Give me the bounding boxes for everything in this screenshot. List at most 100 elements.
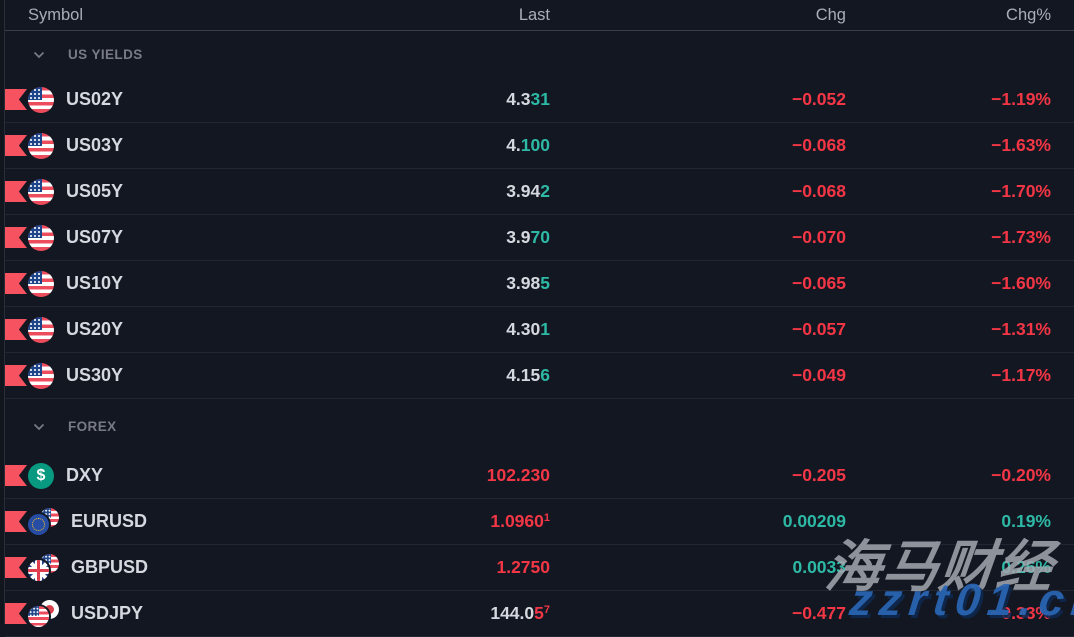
symbol-cell: $ DXY	[0, 462, 370, 489]
column-header-last[interactable]: Last	[518, 5, 550, 24]
us-flag-icon	[28, 132, 54, 159]
symbol-cell: US20Y	[0, 316, 370, 343]
section-label: US YIELDS	[68, 46, 143, 62]
symbol-row-us02y[interactable]: US02Y 4.331 −0.052 −1.19%	[0, 77, 1074, 123]
symbol-name: GBPUSD	[71, 557, 149, 577]
symbol-name: US10Y	[66, 273, 124, 293]
chg-value: −0.068	[791, 135, 846, 155]
us-flag-icon	[28, 178, 54, 205]
symbol-cell: US03Y	[0, 132, 370, 159]
symbol-name: US05Y	[66, 181, 124, 201]
chg-pct-value: −1.19%	[991, 89, 1051, 109]
chg-value: −0.070	[791, 227, 846, 247]
chg-value: 0.00209	[782, 511, 846, 531]
last-value: 3.985	[506, 273, 550, 293]
chg-pct-value: −1.60%	[991, 273, 1051, 293]
last-value: 4.156	[506, 365, 550, 385]
flagged-marker-icon[interactable]	[0, 135, 27, 156]
last-value: 4.100	[506, 135, 550, 155]
flagged-marker-icon[interactable]	[0, 603, 27, 624]
flagged-marker-icon[interactable]	[0, 227, 27, 248]
section-header-forex[interactable]: FOREX	[5, 399, 1074, 453]
panel-left-edge	[0, 0, 5, 624]
chg-pct-value: −1.31%	[991, 319, 1051, 339]
symbol-row-us30y[interactable]: US30Y 4.156 −0.049 −1.17%	[0, 353, 1074, 399]
symbol-name: US03Y	[66, 135, 124, 155]
symbol-name: USDJPY	[71, 603, 144, 623]
chg-value: −0.052	[791, 89, 846, 109]
symbol-row-gbpusd[interactable]: GBPUSD 1.2750 0.0033 0.26%	[0, 545, 1074, 591]
chg-pct-value: −1.70%	[991, 181, 1051, 201]
chg-value: −0.049	[791, 365, 846, 385]
symbol-row-us07y[interactable]: US07Y 3.970 −0.070 −1.73%	[0, 215, 1074, 261]
last-value: 144.057	[490, 603, 550, 623]
symbol-cell: US07Y	[0, 224, 370, 251]
chevron-down-icon[interactable]	[33, 423, 45, 431]
symbol-cell: US02Y	[0, 86, 370, 113]
chg-pct-value: −1.63%	[991, 135, 1051, 155]
section-header-us-yields[interactable]: US YIELDS	[5, 31, 1074, 77]
symbol-name: US07Y	[66, 227, 124, 247]
chg-pct-value: 0.26%	[1001, 557, 1051, 577]
column-header-chg[interactable]: Chg	[815, 5, 846, 24]
chg-value: −0.057	[791, 319, 846, 339]
us-flag-icon	[28, 316, 54, 343]
flagged-marker-icon[interactable]	[0, 319, 27, 340]
last-value: 4.331	[506, 89, 550, 109]
chg-pct-value: −0.33%	[991, 603, 1051, 623]
symbol-name: EURUSD	[71, 511, 148, 531]
flagged-marker-icon[interactable]	[0, 465, 27, 486]
symbol-cell: US30Y	[0, 362, 370, 389]
watchlist-body: US YIELDS US02Y 4.331 −0.052 −1.19% US03Y 4.10…	[0, 31, 1074, 637]
usd-index-icon: $	[28, 462, 54, 489]
us-flag-icon	[28, 270, 54, 297]
chg-pct-value: −0.20%	[991, 465, 1051, 485]
eur-usd-flags-icon	[28, 508, 59, 535]
symbol-row-us10y[interactable]: US10Y 3.985 −0.065 −1.60%	[0, 261, 1074, 307]
flagged-marker-icon[interactable]	[0, 181, 27, 202]
chg-value: −0.205	[791, 465, 846, 485]
symbol-name: DXY	[66, 465, 104, 485]
symbol-row-dxy[interactable]: $ DXY 102.230 −0.205 −0.20%	[0, 453, 1074, 499]
last-value: 1.09601	[490, 511, 550, 531]
column-header-chg-pct[interactable]: Chg%	[1006, 5, 1051, 24]
us-flag-icon	[28, 224, 54, 251]
symbol-row-eurusd[interactable]: EURUSD 1.09601 0.00209 0.19%	[0, 499, 1074, 545]
watchlist-header-row: Symbol Last Chg Chg%	[5, 0, 1074, 31]
flagged-marker-icon[interactable]	[0, 273, 27, 294]
us-flag-icon	[28, 86, 54, 113]
flagged-marker-icon[interactable]	[0, 365, 27, 386]
chg-value: −0.477	[791, 603, 846, 623]
symbol-row-us03y[interactable]: US03Y 4.100 −0.068 −1.63%	[0, 123, 1074, 169]
symbol-cell: US05Y	[0, 178, 370, 205]
last-value: 1.2750	[496, 557, 550, 577]
symbol-cell: US10Y	[0, 270, 370, 297]
flagged-marker-icon[interactable]	[0, 557, 27, 578]
chg-pct-value: −1.17%	[991, 365, 1051, 385]
symbol-cell: USDJPY	[0, 600, 370, 627]
chg-pct-value: −1.73%	[991, 227, 1051, 247]
last-value: 102.230	[486, 465, 550, 485]
flagged-marker-icon[interactable]	[0, 89, 27, 110]
symbol-row-us20y[interactable]: US20Y 4.301 −0.057 −1.31%	[0, 307, 1074, 353]
symbol-cell: EURUSD	[0, 508, 370, 535]
gbp-usd-flags-icon	[28, 554, 59, 581]
symbol-row-usdjpy[interactable]: USDJPY 144.057 −0.477 −0.33%	[0, 591, 1074, 637]
section-label: FOREX	[68, 418, 117, 434]
chg-pct-value: 0.19%	[1001, 511, 1051, 531]
symbol-name: US20Y	[66, 319, 124, 339]
symbol-name: US30Y	[66, 365, 124, 385]
symbol-name: US02Y	[66, 89, 124, 109]
usd-jpy-flags-icon	[28, 600, 59, 627]
last-value: 3.942	[506, 181, 550, 201]
flagged-marker-icon[interactable]	[0, 511, 27, 532]
chg-value: −0.068	[791, 181, 846, 201]
us-flag-icon	[28, 362, 54, 389]
symbol-row-us05y[interactable]: US05Y 3.942 −0.068 −1.70%	[0, 169, 1074, 215]
column-header-symbol[interactable]: Symbol	[28, 5, 84, 24]
chevron-down-icon[interactable]	[33, 51, 45, 59]
last-value: 3.970	[506, 227, 550, 247]
symbol-cell: GBPUSD	[0, 554, 370, 581]
chg-value: 0.0033	[792, 557, 846, 577]
